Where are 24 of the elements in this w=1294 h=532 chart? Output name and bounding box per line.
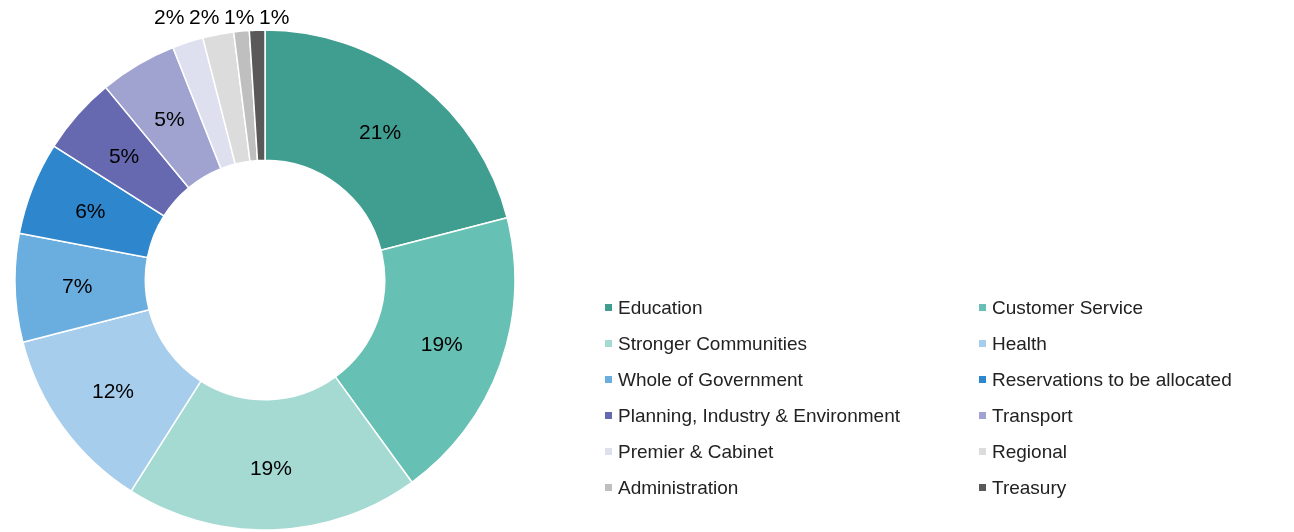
data-label: 5% xyxy=(108,144,140,168)
legend-label: Customer Service xyxy=(992,297,1143,318)
legend-label: Transport xyxy=(992,405,1074,426)
legend-label: Reservations to be allocated xyxy=(992,369,1232,390)
legend-label: Whole of Government xyxy=(618,369,804,390)
data-label: 21% xyxy=(359,120,402,144)
data-label: 5% xyxy=(154,106,185,130)
data-label: 6% xyxy=(75,199,106,223)
legend-label: Regional xyxy=(992,441,1067,462)
data-label: 1% xyxy=(224,5,255,28)
legend-label: Administration xyxy=(618,477,739,498)
data-label: 2% xyxy=(189,5,220,28)
legend-label: Education xyxy=(618,297,703,318)
legend-label: Treasury xyxy=(992,477,1067,498)
data-label: 1% xyxy=(259,5,290,28)
data-label: 12% xyxy=(92,378,135,402)
data-label: 7% xyxy=(62,274,93,298)
legend-label: Health xyxy=(992,333,1047,354)
data-label: 2% xyxy=(154,5,185,28)
legend-label: Premier & Cabinet xyxy=(618,441,774,462)
legend-label: Stronger Communities xyxy=(618,333,808,354)
data-label: 19% xyxy=(249,456,292,480)
legend-label: Planning, Industry & Environment xyxy=(618,405,901,426)
data-label: 19% xyxy=(420,332,463,356)
